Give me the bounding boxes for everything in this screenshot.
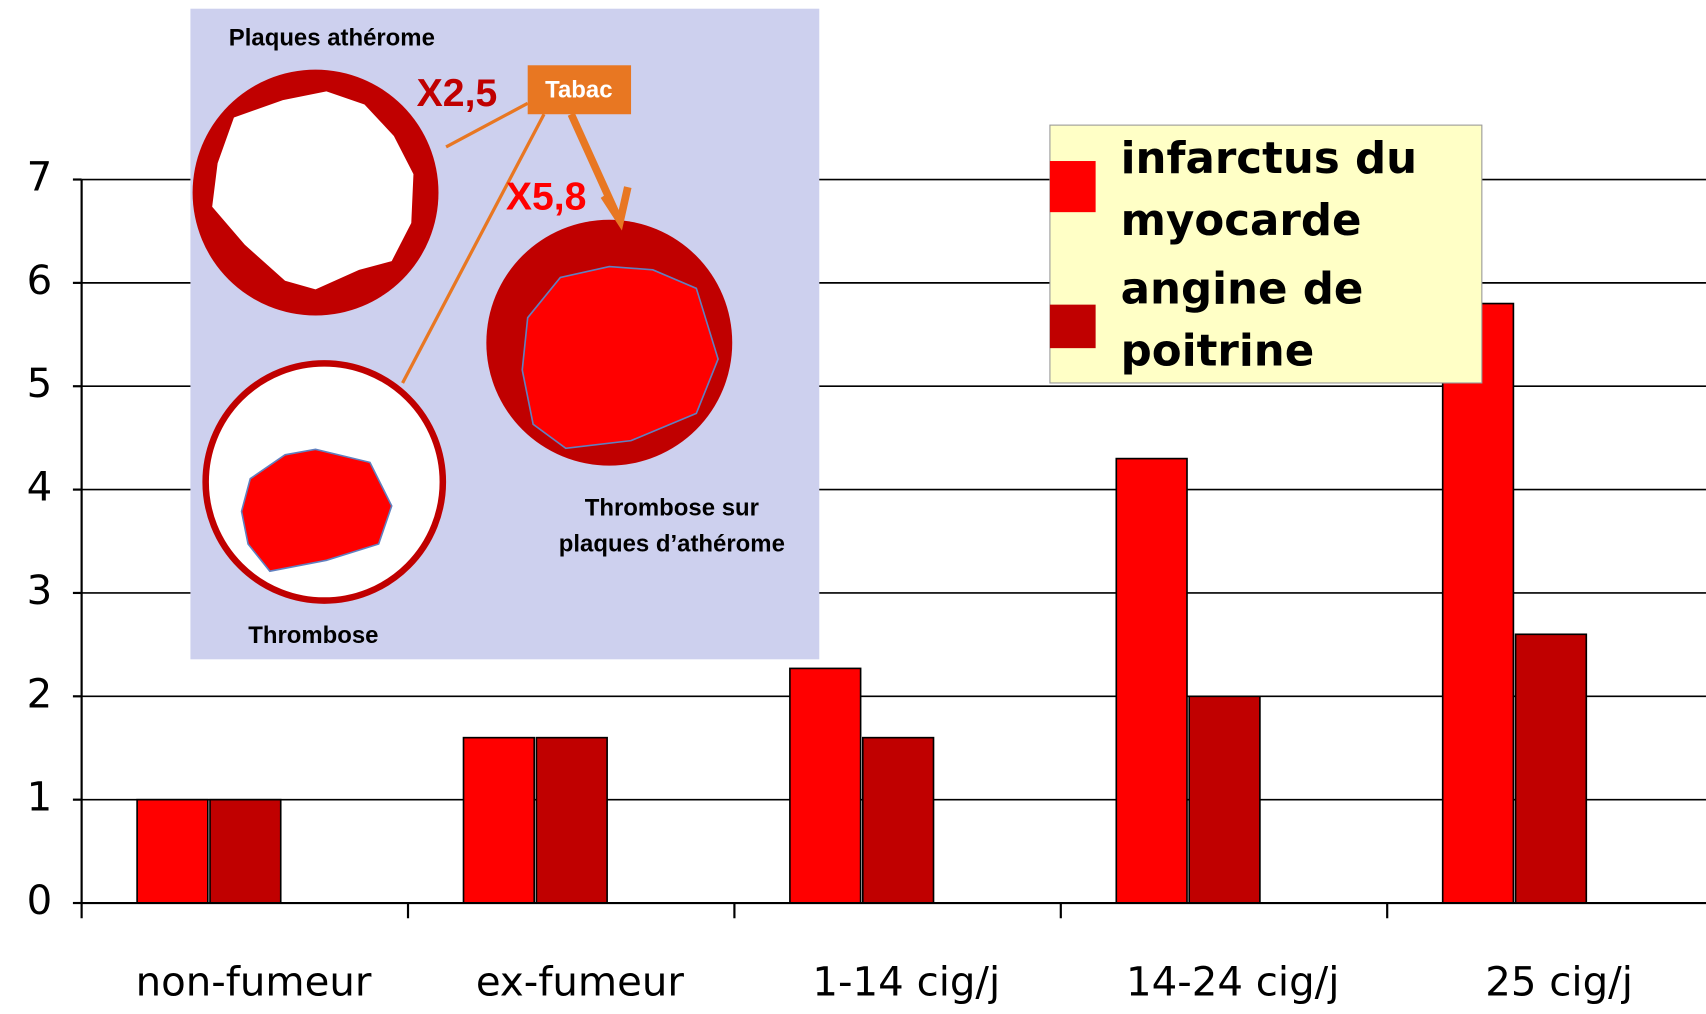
legend-entry: infarctus du myocarde: [1121, 128, 1480, 252]
x-tick-label: 1-14 cig/j: [812, 960, 1000, 1006]
inset-label-box: Thrombose sur plaques d’athérome: [522, 490, 821, 566]
bar: [210, 800, 281, 903]
x-tick-label: ex-fumeur: [476, 960, 685, 1006]
bar: [536, 738, 607, 903]
y-tick-label: 1: [27, 775, 53, 821]
chart: 0 1 2 3 4 5 6 7 non-fumeur ex-fumeur 1-14 cig/j 14-…: [0, 0, 1706, 1014]
y-tick-label: 7: [27, 155, 53, 201]
x-tick-label: non-fumeur: [136, 960, 372, 1006]
bar: [790, 668, 861, 903]
y-tick-label: 2: [27, 671, 53, 717]
legend-swatch: [1050, 305, 1096, 349]
bar: [1443, 304, 1514, 903]
bar: [464, 738, 535, 903]
x-tick-label: 14-24 cig/j: [1126, 960, 1339, 1006]
y-tick-label: 5: [27, 361, 53, 407]
y-tick-label: 3: [27, 568, 53, 614]
legend-entry: angine de poitrine: [1121, 259, 1415, 383]
cause-label: Tabac: [545, 77, 612, 104]
bar: [137, 800, 208, 903]
legend-entry-box: infarctus du myocarde: [1121, 128, 1480, 259]
inset-label: Thrombose: [248, 622, 378, 649]
bar: [1116, 459, 1187, 903]
y-tick-label: 4: [27, 465, 53, 511]
bar: [863, 738, 934, 903]
legend-entry-box: angine de poitrine: [1121, 259, 1480, 390]
legend-swatch: [1050, 161, 1096, 212]
bar: [1516, 634, 1587, 903]
bar: [1189, 696, 1260, 903]
y-tick-label: 6: [27, 258, 53, 304]
inset-title: Plaques athérome: [229, 24, 435, 51]
x-tick-label: 25 cig/j: [1485, 960, 1633, 1006]
y-tick-label: 0: [27, 878, 53, 924]
factor-label: X2,5: [417, 72, 498, 115]
inset-label: Thrombose sur plaques d’athérome: [522, 490, 821, 562]
factor-label: X5,8: [506, 175, 587, 218]
legend: infarctus du myocarde angine de poitrine: [1050, 125, 1482, 389]
inset: Plaques athérome Tabac X2,5 X5,8 Thrombo…: [190, 9, 821, 660]
